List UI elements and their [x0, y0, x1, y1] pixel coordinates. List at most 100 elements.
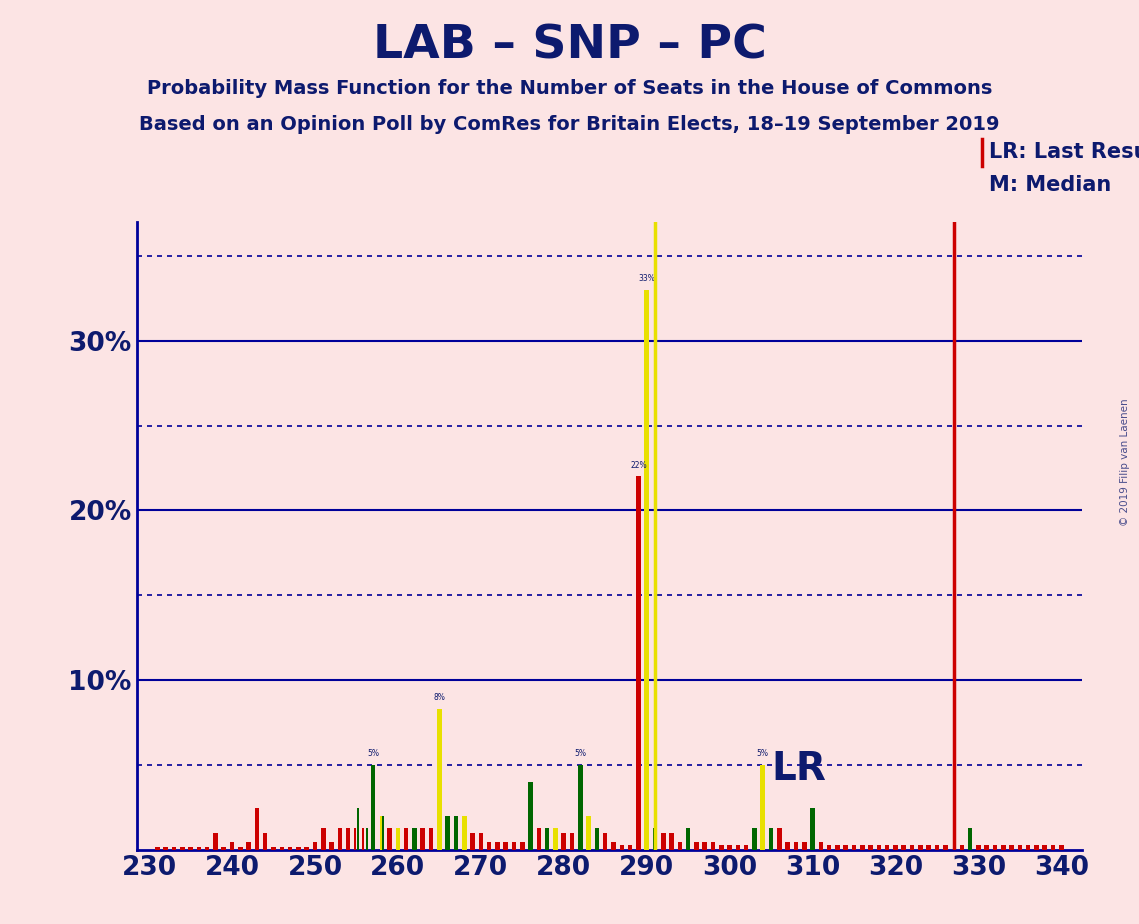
Bar — [404, 828, 409, 850]
Bar — [172, 846, 177, 850]
Bar — [370, 765, 376, 850]
Bar — [197, 846, 202, 850]
Bar — [595, 828, 599, 850]
Text: Probability Mass Function for the Number of Seats in the House of Commons: Probability Mass Function for the Number… — [147, 79, 992, 98]
Text: 33%: 33% — [638, 274, 655, 283]
Bar — [470, 833, 475, 850]
Bar — [1042, 845, 1047, 850]
Bar — [353, 828, 355, 850]
Bar — [366, 828, 368, 850]
Bar — [670, 833, 674, 850]
Bar — [395, 828, 400, 850]
Bar — [1034, 845, 1039, 850]
Bar — [1009, 845, 1014, 850]
Bar — [503, 842, 508, 850]
Bar — [428, 828, 433, 850]
Bar — [1017, 845, 1022, 850]
Bar — [453, 816, 458, 850]
Bar — [645, 290, 649, 850]
Bar — [462, 816, 467, 850]
Bar — [935, 845, 940, 850]
Bar — [358, 808, 359, 850]
Bar — [752, 828, 756, 850]
Bar — [728, 845, 732, 850]
Bar — [337, 828, 342, 850]
Bar — [719, 845, 723, 850]
Bar — [910, 845, 915, 850]
Bar — [860, 845, 865, 850]
Bar — [603, 833, 607, 850]
Bar — [380, 816, 383, 850]
Bar — [155, 846, 159, 850]
Bar — [445, 816, 450, 850]
Bar — [736, 845, 740, 850]
Bar — [653, 828, 657, 850]
Bar — [255, 808, 260, 850]
Bar — [528, 782, 533, 850]
Bar — [570, 833, 574, 850]
Bar — [918, 845, 923, 850]
Bar — [544, 828, 549, 850]
Bar — [786, 842, 790, 850]
Bar — [885, 845, 890, 850]
Bar — [843, 845, 849, 850]
Bar — [213, 833, 218, 850]
Bar — [587, 816, 591, 850]
Bar — [271, 846, 276, 850]
Bar — [620, 845, 624, 850]
Bar — [554, 828, 558, 850]
Bar — [230, 842, 235, 850]
Text: 5%: 5% — [756, 749, 769, 759]
Bar — [382, 816, 384, 850]
Bar — [877, 845, 882, 850]
Bar — [827, 845, 831, 850]
Bar — [362, 828, 364, 850]
Bar — [686, 828, 690, 850]
Bar — [521, 842, 525, 850]
Bar — [761, 765, 765, 850]
Bar — [810, 808, 814, 850]
Bar — [794, 842, 798, 850]
Text: M: Median: M: Median — [989, 175, 1111, 195]
Bar — [703, 842, 707, 850]
Bar — [777, 828, 781, 850]
Bar — [511, 842, 516, 850]
Bar — [694, 842, 698, 850]
Bar — [437, 709, 442, 850]
Bar — [412, 828, 417, 850]
Bar — [926, 845, 931, 850]
Bar — [188, 846, 192, 850]
Bar — [769, 828, 773, 850]
Bar — [968, 828, 973, 850]
Bar — [802, 842, 806, 850]
Bar — [893, 845, 898, 850]
Text: 5%: 5% — [574, 749, 587, 759]
Bar — [221, 846, 226, 850]
Bar — [478, 833, 483, 850]
Bar — [387, 828, 392, 850]
Bar — [1051, 845, 1056, 850]
Text: LR: LR — [771, 749, 826, 787]
Text: 8%: 8% — [434, 693, 445, 702]
Bar — [959, 845, 964, 850]
Text: 22%: 22% — [630, 461, 647, 469]
Bar — [579, 765, 583, 850]
Bar — [984, 845, 989, 850]
Bar — [329, 842, 334, 850]
Bar — [976, 845, 981, 850]
Bar — [486, 842, 491, 850]
Bar — [420, 828, 425, 850]
Text: Based on an Opinion Poll by ComRes for Britain Elects, 18–19 September 2019: Based on an Opinion Poll by ComRes for B… — [139, 116, 1000, 135]
Bar — [346, 828, 351, 850]
Bar — [612, 842, 616, 850]
Bar — [288, 846, 293, 850]
Bar — [711, 842, 715, 850]
Bar — [678, 842, 682, 850]
Bar — [180, 846, 185, 850]
Bar — [536, 828, 541, 850]
Bar — [562, 833, 566, 850]
Text: 5%: 5% — [367, 749, 379, 759]
Bar — [661, 833, 665, 850]
Text: © 2019 Filip van Laenen: © 2019 Filip van Laenen — [1121, 398, 1130, 526]
Bar — [636, 477, 640, 850]
